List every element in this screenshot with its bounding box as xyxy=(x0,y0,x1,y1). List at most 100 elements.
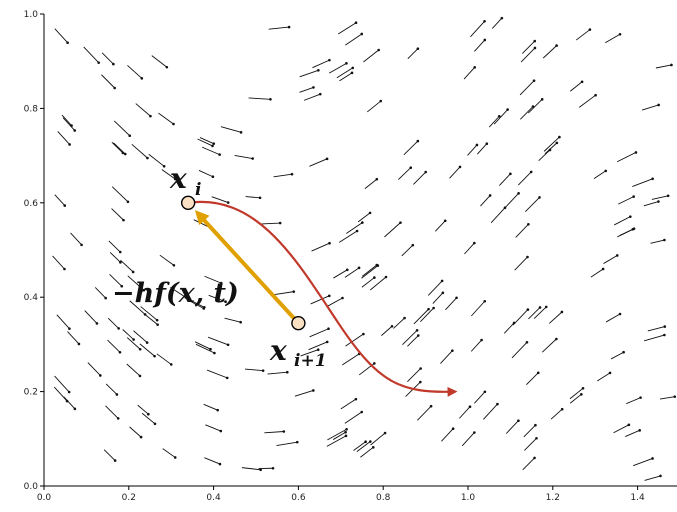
field-arrow-head xyxy=(451,427,455,431)
x-tick-label: 0.2 xyxy=(122,493,136,503)
y-tick-label: 0.2 xyxy=(24,388,38,398)
field-arrow-head xyxy=(533,39,537,43)
field-arrow xyxy=(113,120,131,137)
field-arrow xyxy=(204,457,221,465)
field-arrow xyxy=(488,115,500,128)
field-arrow xyxy=(403,140,419,156)
field-arrow xyxy=(407,335,419,347)
field-arrow xyxy=(312,59,330,69)
field-arrow-head xyxy=(122,218,125,222)
field-arrow-head xyxy=(538,306,542,309)
y-tick-label: 1.0 xyxy=(24,10,39,20)
field-arrow xyxy=(364,178,378,190)
x-tick-label: 1.2 xyxy=(546,493,560,503)
y-axis-ticks: 0.0 0.2 0.4 0.6 0.8 1.0 xyxy=(24,10,44,492)
field-arrow-head xyxy=(670,63,673,67)
field-arrow xyxy=(340,398,357,410)
field-arrow xyxy=(523,424,536,438)
field-arrow-head xyxy=(344,430,347,434)
point-x-i-plus-1 xyxy=(291,315,306,331)
field-arrow xyxy=(435,220,446,232)
field-arrow-head xyxy=(424,170,427,174)
field-arrow xyxy=(569,387,584,400)
field-arrow-head xyxy=(517,419,520,423)
field-arrow xyxy=(413,171,427,185)
field-arrow xyxy=(610,351,624,360)
field-arrow-head xyxy=(416,47,420,50)
field-arrow-head xyxy=(483,38,487,42)
field-arrow xyxy=(369,276,387,291)
field-arrow-head xyxy=(123,152,127,156)
field-arrow xyxy=(490,207,506,224)
field-arrow xyxy=(148,153,165,167)
field-arrow-head xyxy=(119,261,122,264)
field-arrow-head xyxy=(558,135,561,139)
field-arrow-head xyxy=(483,390,487,394)
field-arrow-head xyxy=(443,219,447,223)
field-arrow xyxy=(211,196,229,203)
field-arrow-head xyxy=(345,268,349,272)
field-arrow xyxy=(590,268,604,278)
field-arrow-head xyxy=(555,44,558,47)
field-arrow xyxy=(427,280,443,296)
field-arrow-head xyxy=(328,241,331,245)
field-arrow-head xyxy=(455,296,458,300)
field-arrow xyxy=(133,330,148,343)
field-arrow-head xyxy=(269,97,272,101)
field-arrow xyxy=(276,441,298,447)
field-arrow xyxy=(493,109,508,125)
x-tick-label: 0.4 xyxy=(206,493,221,503)
field-arrow-head xyxy=(483,299,487,303)
field-arrow-head xyxy=(355,229,359,233)
field-arrow-head xyxy=(259,468,262,472)
field-arrow-head xyxy=(118,351,122,354)
field-arrow xyxy=(84,310,98,324)
field-arrow xyxy=(361,277,375,288)
field-arrow xyxy=(533,306,547,319)
field-arrow-head xyxy=(373,362,376,365)
field-arrow-head xyxy=(604,169,608,173)
field-arrow-head xyxy=(120,284,124,288)
field-arrow-head xyxy=(354,397,358,401)
field-arrow xyxy=(107,339,121,353)
field-arrow-head xyxy=(673,395,677,398)
field-arrow-head xyxy=(663,325,667,328)
field-arrow xyxy=(544,142,558,155)
field-arrow xyxy=(105,405,119,419)
field-arrow xyxy=(659,396,675,400)
field-arrow xyxy=(268,26,290,30)
field-arrow-head xyxy=(327,294,331,298)
field-arrow xyxy=(432,292,444,304)
field-arrow-head xyxy=(113,459,117,462)
field-arrow xyxy=(467,144,478,156)
field-arrow-head xyxy=(416,334,420,337)
field-arrow-head xyxy=(345,427,348,431)
field-arrow xyxy=(538,149,551,162)
field-arrow xyxy=(618,196,634,205)
field-arrow xyxy=(111,186,129,203)
field-arrow xyxy=(346,222,363,234)
field-arrow xyxy=(191,300,205,308)
field-arrow xyxy=(300,349,319,357)
field-arrow xyxy=(105,383,118,395)
field-arrow-head xyxy=(117,327,120,330)
field-arrow xyxy=(333,269,348,279)
field-arrow xyxy=(129,426,142,438)
field-arrow-head xyxy=(216,408,219,412)
field-arrow-head xyxy=(379,99,383,103)
field-arrow xyxy=(137,404,149,415)
field-arrow-head xyxy=(601,267,605,271)
field-arrow-head xyxy=(226,201,230,204)
field-arrow xyxy=(503,322,515,334)
field-arrow-head xyxy=(295,440,299,444)
field-arrow xyxy=(522,40,536,54)
field-arrow xyxy=(417,405,432,421)
field-arrow xyxy=(625,429,640,437)
field-arrow-head xyxy=(657,200,660,203)
field-arrow-head xyxy=(360,410,364,414)
field-arrow xyxy=(101,74,115,89)
field-arrow xyxy=(204,275,222,284)
field-arrow xyxy=(361,264,378,277)
field-arrow-head xyxy=(97,61,100,64)
field-arrow-head xyxy=(287,25,291,29)
